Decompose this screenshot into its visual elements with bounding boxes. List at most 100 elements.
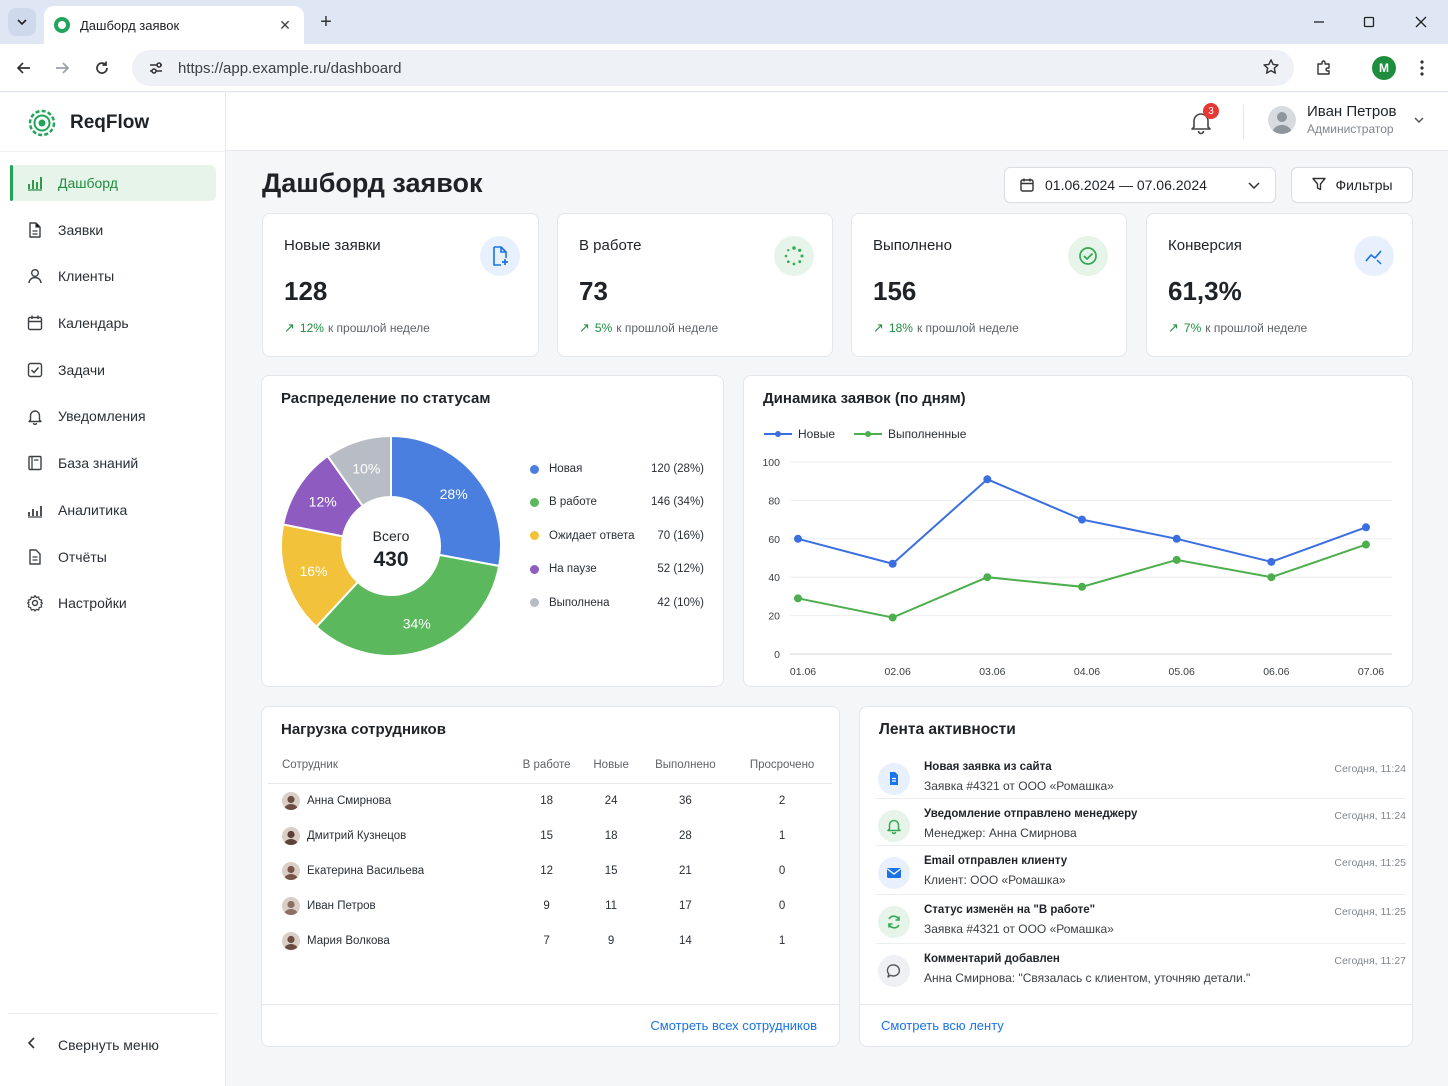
column-header[interactable]: В работе: [509, 747, 584, 784]
user-menu[interactable]: Иван Петров Администратор: [1268, 103, 1425, 136]
pie-slice[interactable]: [326, 434, 392, 508]
bookmark-star-icon[interactable]: [1262, 58, 1280, 76]
view-all-activity-link[interactable]: Смотреть всю ленту: [881, 1018, 1004, 1033]
card-title: Лента активности: [879, 721, 1016, 738]
overdue-cell: 0: [778, 864, 786, 877]
legend-item-new[interactable]: Новые: [764, 427, 835, 441]
pie-slice[interactable]: [390, 434, 502, 568]
sidebar-item-1[interactable]: Дашборд: [10, 165, 216, 201]
legend-item[interactable]: Ожидает ответа 70 (16%): [530, 527, 704, 545]
kpi-card-conversion[interactable]: Конверсия 61,3% ↗ 7% к прошлой неделе: [1146, 213, 1413, 357]
calendar-icon: [26, 314, 44, 332]
sidebar-item-2[interactable]: Заявки: [10, 212, 216, 248]
user-name: Иван Петров: [1307, 103, 1397, 120]
browser-tab[interactable]: Дашборд заявок ✕: [44, 6, 304, 44]
activity-item[interactable]: Статус изменён на "В работе" Заявка #4321…: [876, 898, 1406, 945]
kpi-delta-text: к прошлой неделе: [1205, 321, 1308, 335]
legend-item[interactable]: Выполнена 42 (10%): [530, 594, 704, 612]
table-header-row: Сотрудник В работе Новые Выполнено Проср…: [268, 747, 832, 784]
data-point[interactable]: [983, 573, 992, 582]
legend-item[interactable]: На паузе 52 (12%): [530, 560, 704, 578]
site-settings-icon[interactable]: [148, 60, 164, 76]
data-point[interactable]: [1362, 540, 1370, 549]
sidebar-item-7[interactable]: База знаний: [10, 445, 216, 481]
table-row[interactable]: Анна Смирнова 18 24 36 2: [268, 783, 832, 818]
sidebar-item-10[interactable]: Настройки: [10, 585, 216, 621]
activity-item[interactable]: Email отправлен клиенту Клиент: ООО «Рома…: [876, 849, 1406, 896]
minimize-button[interactable]: [1306, 10, 1332, 34]
collapse-menu-button[interactable]: Свернуть меню: [24, 1035, 159, 1054]
back-button[interactable]: [12, 56, 36, 80]
done-cell: 17: [678, 899, 692, 912]
profile-avatar[interactable]: M: [1372, 56, 1396, 80]
filters-button[interactable]: Фильтры: [1291, 167, 1413, 203]
data-point[interactable]: [1267, 573, 1276, 582]
data-point[interactable]: [794, 594, 802, 603]
column-header[interactable]: Сотрудник: [268, 747, 510, 784]
browser-menu-button[interactable]: [1410, 56, 1434, 80]
kpi-card-in-work[interactable]: В работе 73 ↗ 5% к прошлой неделе: [557, 213, 833, 357]
series-line-2: [797, 543, 1367, 619]
activity-item[interactable]: Новая заявка из сайта Заявка #4321 от ООО…: [876, 755, 1406, 802]
table-row[interactable]: Екатерина Васильева 12 15 21 0: [268, 853, 832, 888]
x-tick-label: 04.06: [1074, 666, 1100, 678]
activity-time: Сегодня, 11:25: [1334, 906, 1406, 918]
x-tick-label: 07.06: [1358, 666, 1384, 678]
legend-item[interactable]: Новая 120 (28%): [530, 460, 704, 478]
brand[interactable]: ReqFlow: [28, 109, 149, 137]
sidebar-item-label: Аналитика: [58, 501, 128, 518]
filters-label: Фильтры: [1335, 177, 1393, 193]
data-point[interactable]: [888, 613, 897, 622]
data-point[interactable]: [1172, 555, 1181, 564]
data-point[interactable]: [1267, 557, 1276, 566]
date-range-picker[interactable]: 01.06.2024 — 07.06.2024: [1004, 167, 1276, 203]
tab-close-icon[interactable]: ✕: [279, 16, 291, 33]
data-point[interactable]: [1078, 515, 1086, 524]
tab-search-button[interactable]: [8, 8, 36, 36]
extensions-button[interactable]: [1312, 56, 1336, 80]
data-point[interactable]: [888, 559, 897, 568]
data-point[interactable]: [794, 534, 802, 543]
kpi-card-new[interactable]: Новые заявки 128 ↗ 12% к прошлой неделе: [262, 213, 539, 357]
data-point[interactable]: [1078, 582, 1086, 591]
table-row[interactable]: Мария Волкова 7 9 14 1: [268, 923, 832, 958]
sidebar-item-4[interactable]: Календарь: [10, 305, 216, 341]
activity-title: Email отправлен клиенту: [924, 855, 1068, 867]
reload-button[interactable]: [90, 56, 114, 80]
user-avatar-icon: [1272, 111, 1292, 134]
close-window-button[interactable]: [1408, 10, 1434, 34]
sidebar-item-9[interactable]: Отчёты: [10, 539, 216, 575]
view-all-employees-link[interactable]: Смотреть всех сотрудников: [650, 1018, 817, 1033]
data-point[interactable]: [1362, 523, 1370, 532]
data-point[interactable]: [983, 475, 992, 484]
card-title: Нагрузка сотрудников: [281, 721, 446, 738]
sidebar-item-5[interactable]: Задачи: [10, 352, 216, 388]
new-tab-button[interactable]: +: [320, 11, 332, 33]
table-row[interactable]: Дмитрий Кузнецов 15 18 28 1: [268, 818, 832, 853]
sidebar-item-8[interactable]: Аналитика: [10, 492, 216, 528]
pie-slice[interactable]: [314, 553, 501, 657]
url-text: https://app.example.ru/dashboard: [178, 59, 402, 77]
column-header[interactable]: Просрочено: [732, 747, 832, 784]
kpi-card-done[interactable]: Выполнено 156 ↗ 18% к прошлой неделе: [851, 213, 1127, 357]
address-bar[interactable]: https://app.example.ru/dashboard: [132, 50, 1294, 86]
notifications-button[interactable]: 3: [1188, 103, 1219, 135]
sidebar-item-3[interactable]: Клиенты: [10, 258, 216, 294]
pie-slice-label: 34%: [403, 615, 431, 631]
activity-item[interactable]: Уведомление отправлено менеджеру Менеджер…: [876, 802, 1406, 849]
legend-item[interactable]: В работе 146 (34%): [530, 493, 704, 511]
activity-separator: [876, 943, 1406, 944]
forward-button[interactable]: [50, 56, 74, 80]
app-header: 3 Иван Петров Администратор: [226, 93, 1448, 151]
document-icon: [878, 763, 910, 795]
column-header[interactable]: Новые: [583, 747, 639, 784]
employee-cell: Екатерина Васильева: [268, 853, 510, 888]
sidebar-item-6[interactable]: Уведомления: [10, 398, 216, 434]
pie-slice-label: 28%: [440, 486, 468, 502]
maximize-button[interactable]: [1356, 10, 1382, 34]
activity-item[interactable]: Комментарий добавлен Анна Смирнова: "Связ…: [876, 947, 1406, 994]
table-row[interactable]: Иван Петров 9 11 17 0: [268, 888, 832, 923]
column-header[interactable]: Выполнено: [638, 747, 733, 784]
data-point[interactable]: [1172, 534, 1181, 543]
legend-item-done[interactable]: Выполненные: [854, 427, 966, 441]
